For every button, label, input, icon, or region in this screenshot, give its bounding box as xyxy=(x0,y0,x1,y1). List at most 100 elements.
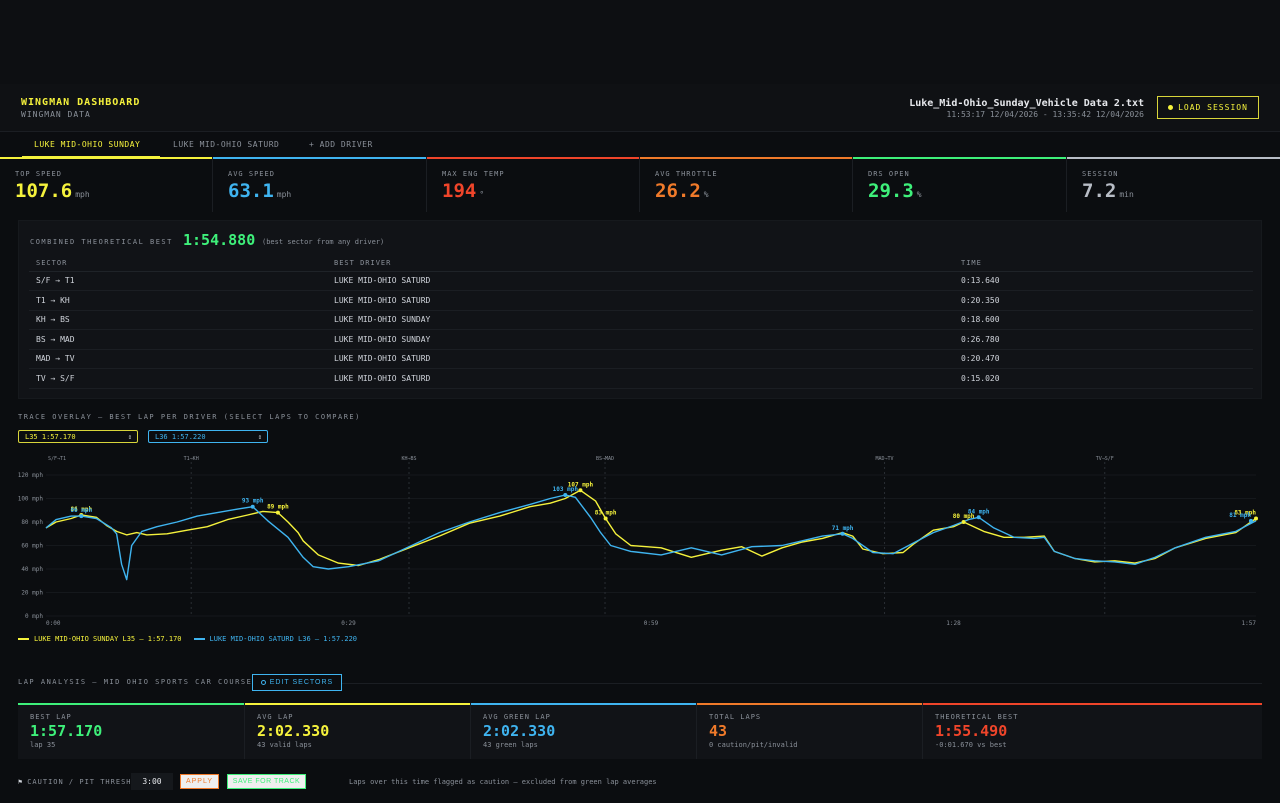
card-label: TOTAL LAPS xyxy=(709,713,762,721)
card-sub: 0 caution/pit/invalid xyxy=(709,741,798,749)
series-line-1 xyxy=(45,494,1257,581)
sector-name: S/F → T1 xyxy=(29,271,327,291)
sector-mark-label: KH→BS xyxy=(401,456,416,462)
card-value: 2:02.330 xyxy=(483,722,556,740)
theoretical-best-panel: COMBINED THEORETICAL BEST 1:54.880 (best… xyxy=(18,220,1262,399)
stat-value: 7.2 xyxy=(1082,180,1117,202)
session-time-range: 11:53:17 12/04/2026 - 13:35:42 12/04/202… xyxy=(946,110,1144,119)
x-tick-label: 1:57 xyxy=(1242,620,1257,627)
threshold-note: Laps over this time flagged as caution —… xyxy=(349,778,657,786)
table-row: BS → MAD LUKE MID-OHIO SUNDAY 0:26.780 xyxy=(29,329,1253,350)
peak-label: 93 mph xyxy=(242,498,264,505)
x-tick-label: 0:00 xyxy=(46,620,61,627)
load-session-button[interactable]: LOAD SESSION xyxy=(1157,96,1259,119)
app-title: WINGMAN DASHBOARD xyxy=(21,97,141,108)
peak-marker xyxy=(275,510,280,515)
stat-label: AVG THROTTLE xyxy=(655,170,718,178)
card-sub: 43 valid laps xyxy=(257,741,312,749)
best-driver: LUKE MID-OHIO SATURD xyxy=(327,290,954,311)
peak-label: 71 mph xyxy=(832,525,854,532)
lap-select-saturday[interactable]: L36 1:57.220 ⇕ xyxy=(148,430,268,443)
lap-select-value: L35 1:57.170 xyxy=(25,432,76,441)
tab-driver-saturday[interactable]: LUKE MID-OHIO SATURD xyxy=(173,140,280,149)
sector-mark-label: MAD→TV xyxy=(875,456,893,462)
card-total-laps: TOTAL LAPS 43 0 caution/pit/invalid xyxy=(697,703,923,759)
edit-sectors-button[interactable]: EDIT SECTORS xyxy=(252,674,342,691)
legend-item-sunday[interactable]: LUKE MID-OHIO SUNDAY L35 — 1:57.170 xyxy=(18,635,182,643)
peak-label: 86 mph xyxy=(70,507,92,514)
record-dot-icon xyxy=(1168,105,1174,110)
speed-trace-chart[interactable]: 0 mph 20 mph 40 mph 60 mph 80 mph 100 mph 120 … xyxy=(0,452,1280,632)
sector-time: 0:15.020 xyxy=(954,368,1253,389)
card-label: AVG LAP xyxy=(257,713,294,721)
sector-table: SECTOR BEST DRIVER TIME S/F → T1 LUKE MI… xyxy=(29,255,1253,389)
peak-marker xyxy=(961,520,966,524)
lap-select-value: L36 1:57.220 xyxy=(155,432,206,441)
stat-unit: % xyxy=(916,190,922,199)
save-for-track-button[interactable]: SAVE FOR TRACK xyxy=(227,774,306,789)
stat-avg-throttle: AVG THROTTLE 26.2% xyxy=(640,157,853,212)
stat-label: TOP SPEED xyxy=(15,170,62,178)
card-avg-green-lap: AVG GREEN LAP 2:02.330 43 green laps xyxy=(471,703,697,759)
theoretical-best-time: 1:54.880 xyxy=(183,231,256,249)
lap-stat-cards: BEST LAP 1:57.170 lap 35 AVG LAP 2:02.33… xyxy=(18,703,1262,759)
best-driver: LUKE MID-OHIO SUNDAY xyxy=(327,329,954,350)
lap-select-sunday[interactable]: L35 1:57.170 ⇕ xyxy=(18,430,138,443)
table-row: TV → S/F LUKE MID-OHIO SATURD 0:15.020 xyxy=(29,368,1253,389)
table-row: MAD → TV LUKE MID-OHIO SATURD 0:20.470 xyxy=(29,349,1253,369)
edit-sectors-label: EDIT SECTORS xyxy=(269,679,334,686)
peak-marker xyxy=(250,504,255,509)
stat-strip: TOP SPEED 107.6 mph AVG SPEED 63.1 mph MAX… xyxy=(0,157,1280,212)
stat-value: 63.1 xyxy=(228,180,274,202)
peak-marker xyxy=(79,514,84,519)
stat-label: MAX ENG TEMP xyxy=(442,170,505,178)
threshold-label: CAUTION / PIT THRESHOLD: xyxy=(27,778,153,786)
driver-tabs: LUKE MID-OHIO SUNDAY LUKE MID-OHIO SATUR… xyxy=(0,132,1280,158)
y-tick-label: 80 mph xyxy=(21,519,43,526)
tab-driver-sunday[interactable]: LUKE MID-OHIO SUNDAY xyxy=(34,140,141,149)
trace-overlay-label: TRACE OVERLAY — BEST LAP PER DRIVER (SEL… xyxy=(18,413,361,421)
card-label: THEORETICAL BEST xyxy=(935,713,1019,721)
legend-swatch xyxy=(193,638,205,640)
theoretical-best-label: COMBINED THEORETICAL BEST xyxy=(30,238,173,246)
sector-name: KH → BS xyxy=(29,310,327,330)
peak-marker xyxy=(578,488,583,493)
column-header-time: TIME xyxy=(954,255,1253,272)
peak-marker xyxy=(563,492,568,497)
threshold-label-row: ⚑ CAUTION / PIT THRESHOLD: xyxy=(18,775,152,789)
sector-time: 0:20.350 xyxy=(954,290,1253,311)
threshold-input[interactable]: 3:00 xyxy=(131,773,173,790)
sector-name: TV → S/F xyxy=(29,368,327,389)
sector-mark-label: T1→KH xyxy=(184,456,199,462)
table-row: T1 → KH LUKE MID-OHIO SATURD 0:20.350 xyxy=(29,290,1253,311)
y-tick-label: 0 mph xyxy=(25,613,43,620)
y-tick-label: 40 mph xyxy=(21,566,43,573)
gear-icon xyxy=(260,680,266,685)
peak-marker xyxy=(603,516,608,521)
y-tick-label: 100 mph xyxy=(18,496,44,503)
card-avg-lap: AVG LAP 2:02.330 43 valid laps xyxy=(245,703,471,759)
load-session-label: LOAD SESSION xyxy=(1178,103,1248,112)
sector-mark-label: TV→S/F xyxy=(1096,456,1114,462)
chart-legend: LUKE MID-OHIO SUNDAY L35 — 1:57.170 LUKE… xyxy=(18,635,357,643)
legend-swatch xyxy=(18,638,29,640)
peak-label: 81 mph xyxy=(1229,512,1251,519)
legend-item-saturday[interactable]: LUKE MID-OHIO SATURD L36 — 1:57.220 xyxy=(193,635,358,643)
add-driver-tab[interactable]: + ADD DRIVER xyxy=(309,140,373,149)
card-value: 1:57.170 xyxy=(30,722,103,740)
best-driver: LUKE MID-OHIO SATURD xyxy=(327,271,954,291)
peak-label: 89 mph xyxy=(267,504,289,511)
table-row: KH → BS LUKE MID-OHIO SUNDAY 0:18.600 xyxy=(29,310,1253,330)
apply-button[interactable]: APPLY xyxy=(180,774,219,789)
sector-time: 0:18.600 xyxy=(954,310,1253,330)
section-divider xyxy=(252,683,1262,684)
card-value: 1:55.490 xyxy=(935,722,1008,740)
y-tick-label: 20 mph xyxy=(21,590,43,597)
session-file-name: Luke_Mid-Ohio_Sunday_Vehicle Data 2.txt xyxy=(909,98,1144,109)
stat-label: DRS OPEN xyxy=(868,170,910,178)
flag-icon: ⚑ xyxy=(18,778,24,786)
stat-value: 107.6 xyxy=(15,180,73,202)
legend-label: LUKE MID-OHIO SATURD L36 — 1:57.220 xyxy=(209,635,358,643)
chevron-updown-icon: ⇕ xyxy=(257,432,262,441)
sector-time: 0:13.640 xyxy=(954,271,1253,291)
